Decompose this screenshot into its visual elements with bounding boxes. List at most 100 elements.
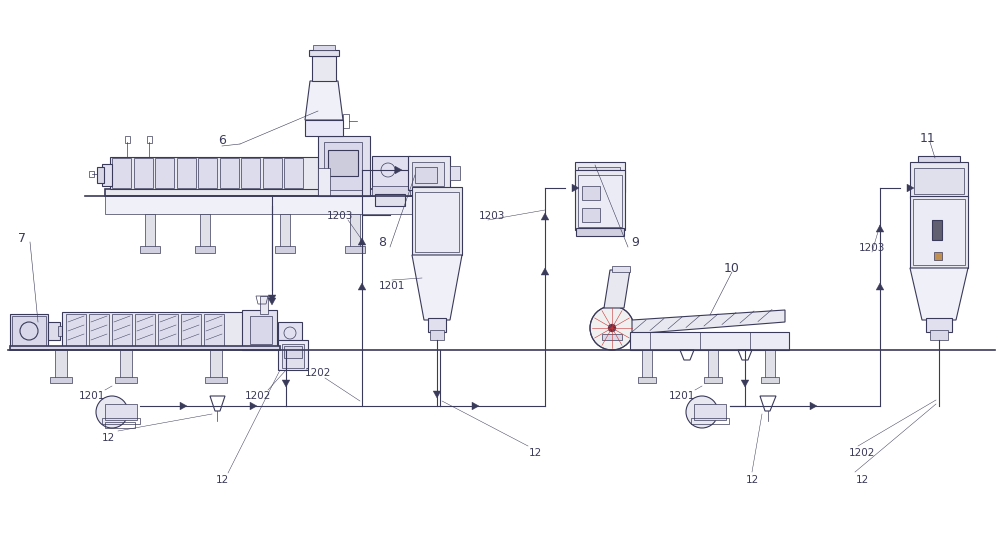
- Circle shape: [96, 396, 128, 428]
- Text: 11: 11: [920, 132, 936, 145]
- Bar: [602, 334, 622, 340]
- Bar: [350, 214, 360, 248]
- Bar: [241, 158, 260, 188]
- Bar: [918, 156, 960, 162]
- Bar: [284, 346, 302, 358]
- Text: 1203: 1203: [479, 211, 505, 221]
- Bar: [932, 220, 942, 240]
- Bar: [642, 350, 652, 378]
- Text: 1203: 1203: [327, 211, 353, 221]
- Polygon shape: [810, 402, 817, 410]
- Bar: [704, 377, 722, 383]
- Polygon shape: [572, 184, 579, 192]
- Bar: [415, 192, 459, 252]
- Text: 10: 10: [724, 262, 740, 275]
- Bar: [761, 377, 779, 383]
- Bar: [102, 164, 112, 186]
- Polygon shape: [876, 283, 884, 290]
- Text: 1201: 1201: [79, 391, 105, 401]
- Bar: [155, 158, 174, 188]
- Bar: [250, 316, 272, 344]
- Bar: [913, 199, 965, 265]
- Bar: [765, 350, 775, 378]
- Bar: [200, 214, 210, 248]
- Polygon shape: [395, 166, 402, 174]
- Text: 12: 12: [855, 475, 869, 485]
- Bar: [450, 166, 460, 180]
- Polygon shape: [282, 380, 290, 387]
- Bar: [280, 214, 290, 248]
- Bar: [110, 157, 320, 189]
- Bar: [318, 168, 330, 196]
- Bar: [345, 246, 365, 253]
- Bar: [66, 314, 86, 346]
- Polygon shape: [268, 298, 276, 305]
- Bar: [372, 156, 410, 188]
- Bar: [324, 142, 362, 190]
- Polygon shape: [250, 402, 257, 410]
- Bar: [578, 175, 622, 227]
- Bar: [140, 246, 160, 253]
- Bar: [242, 310, 277, 350]
- Polygon shape: [358, 238, 366, 245]
- Text: 1201: 1201: [669, 391, 695, 401]
- Text: 1202: 1202: [245, 391, 271, 401]
- Bar: [105, 189, 420, 196]
- Bar: [134, 158, 153, 188]
- Polygon shape: [910, 268, 968, 320]
- Bar: [112, 314, 132, 346]
- Bar: [55, 350, 67, 378]
- Bar: [260, 296, 268, 314]
- Text: 1202: 1202: [849, 448, 875, 458]
- Bar: [205, 377, 227, 383]
- Bar: [220, 158, 239, 188]
- Bar: [412, 187, 462, 255]
- Bar: [97, 167, 104, 183]
- Bar: [638, 377, 656, 383]
- Polygon shape: [632, 310, 785, 334]
- Text: 7: 7: [18, 232, 26, 244]
- Polygon shape: [541, 268, 549, 275]
- Bar: [428, 318, 446, 332]
- Text: 9: 9: [631, 237, 639, 249]
- Bar: [62, 312, 244, 348]
- Bar: [708, 350, 718, 378]
- Text: 12: 12: [528, 448, 542, 458]
- Bar: [934, 252, 942, 260]
- Bar: [575, 170, 625, 230]
- Bar: [89, 314, 109, 346]
- Bar: [282, 344, 304, 368]
- Text: 1201: 1201: [379, 281, 405, 291]
- Bar: [115, 377, 137, 383]
- Circle shape: [686, 396, 718, 428]
- Bar: [408, 156, 450, 190]
- Bar: [582, 186, 600, 200]
- Polygon shape: [358, 283, 366, 290]
- Bar: [691, 418, 729, 424]
- Bar: [410, 164, 419, 184]
- Bar: [578, 167, 620, 189]
- Bar: [12, 316, 46, 346]
- Bar: [278, 340, 308, 370]
- Bar: [50, 377, 72, 383]
- Bar: [102, 418, 140, 424]
- Bar: [313, 45, 335, 50]
- Bar: [10, 346, 280, 350]
- Polygon shape: [541, 213, 549, 220]
- Bar: [278, 322, 302, 344]
- Text: 1202: 1202: [305, 368, 331, 378]
- Bar: [135, 314, 155, 346]
- Bar: [198, 158, 217, 188]
- Bar: [120, 350, 132, 378]
- Polygon shape: [741, 380, 749, 387]
- Bar: [694, 404, 726, 420]
- Bar: [10, 346, 48, 350]
- Text: 8: 8: [378, 237, 386, 249]
- Bar: [412, 162, 444, 186]
- Bar: [430, 330, 444, 340]
- Bar: [312, 56, 336, 81]
- Bar: [612, 266, 630, 272]
- Circle shape: [608, 324, 616, 332]
- Bar: [575, 162, 625, 192]
- Bar: [147, 136, 152, 143]
